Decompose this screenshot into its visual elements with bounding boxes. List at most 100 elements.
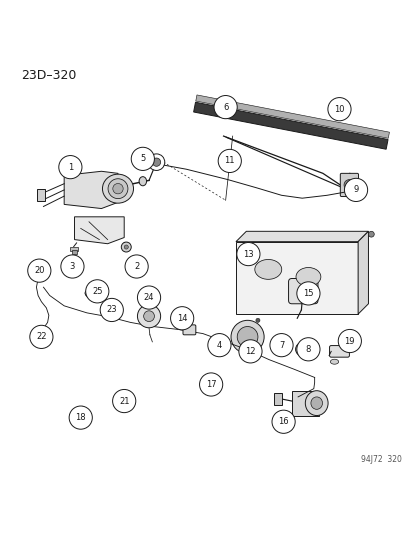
Ellipse shape <box>102 174 133 203</box>
Bar <box>70 247 78 251</box>
Text: 18: 18 <box>75 413 86 422</box>
Text: 15: 15 <box>302 289 313 298</box>
Text: 16: 16 <box>278 417 288 426</box>
Ellipse shape <box>271 339 283 351</box>
Circle shape <box>112 390 135 413</box>
Bar <box>235 241 357 314</box>
Circle shape <box>218 149 241 173</box>
Ellipse shape <box>295 268 320 286</box>
Polygon shape <box>74 217 124 244</box>
Polygon shape <box>193 102 387 149</box>
Polygon shape <box>32 329 47 345</box>
FancyBboxPatch shape <box>76 412 86 422</box>
Circle shape <box>236 243 259 265</box>
Text: 7: 7 <box>278 341 283 350</box>
Text: 2: 2 <box>134 262 139 271</box>
Circle shape <box>124 245 128 249</box>
Circle shape <box>237 327 257 347</box>
Text: 94J72  320: 94J72 320 <box>360 455 401 464</box>
Polygon shape <box>235 231 368 241</box>
Circle shape <box>122 399 130 406</box>
Polygon shape <box>357 231 368 314</box>
Ellipse shape <box>112 183 123 194</box>
FancyBboxPatch shape <box>183 325 195 335</box>
Text: 6: 6 <box>223 103 228 111</box>
Circle shape <box>69 406 92 429</box>
Circle shape <box>296 282 319 305</box>
Text: 9: 9 <box>353 185 358 195</box>
FancyBboxPatch shape <box>329 345 349 357</box>
Text: 12: 12 <box>244 347 255 356</box>
Circle shape <box>148 154 164 171</box>
Circle shape <box>327 98 350 121</box>
Text: 11: 11 <box>224 156 235 165</box>
Circle shape <box>143 311 154 321</box>
Circle shape <box>343 180 354 190</box>
Ellipse shape <box>254 260 281 279</box>
Text: 14: 14 <box>176 314 187 323</box>
Circle shape <box>36 332 44 340</box>
Circle shape <box>296 338 319 361</box>
Circle shape <box>230 320 263 353</box>
Bar <box>291 391 318 416</box>
Circle shape <box>137 286 160 309</box>
Text: 20: 20 <box>34 266 45 275</box>
Ellipse shape <box>295 343 308 356</box>
Circle shape <box>61 255 84 278</box>
Circle shape <box>269 334 292 357</box>
Ellipse shape <box>330 359 338 364</box>
Circle shape <box>89 292 94 297</box>
Bar <box>71 251 76 254</box>
Circle shape <box>30 325 53 349</box>
Circle shape <box>137 304 160 328</box>
Circle shape <box>125 255 148 278</box>
Text: 21: 21 <box>119 397 129 406</box>
Text: 24: 24 <box>143 293 154 302</box>
Ellipse shape <box>85 290 101 300</box>
Text: 4: 4 <box>216 341 221 350</box>
Circle shape <box>337 329 361 353</box>
Circle shape <box>199 373 222 396</box>
Ellipse shape <box>310 397 322 409</box>
Ellipse shape <box>139 176 146 186</box>
Circle shape <box>207 334 230 357</box>
Text: 10: 10 <box>333 104 344 114</box>
Text: 1: 1 <box>68 163 73 172</box>
Circle shape <box>214 95 237 119</box>
Ellipse shape <box>103 308 116 316</box>
Bar <box>37 189 45 201</box>
Circle shape <box>131 147 154 171</box>
Text: 13: 13 <box>242 249 253 259</box>
Circle shape <box>121 242 131 252</box>
Text: 19: 19 <box>344 336 354 345</box>
Circle shape <box>152 158 160 166</box>
Circle shape <box>344 179 367 201</box>
Ellipse shape <box>273 342 280 348</box>
Circle shape <box>271 410 294 433</box>
Circle shape <box>28 259 51 282</box>
FancyBboxPatch shape <box>339 173 358 197</box>
Circle shape <box>85 280 109 303</box>
Circle shape <box>100 298 123 321</box>
Circle shape <box>238 340 261 363</box>
Text: 8: 8 <box>305 345 310 354</box>
FancyBboxPatch shape <box>114 397 129 407</box>
Ellipse shape <box>305 391 328 416</box>
Text: 5: 5 <box>140 155 145 163</box>
Text: 22: 22 <box>36 333 47 341</box>
Ellipse shape <box>298 345 305 353</box>
Circle shape <box>368 231 373 237</box>
Text: 23: 23 <box>106 305 117 314</box>
Circle shape <box>59 156 82 179</box>
Text: 3: 3 <box>70 262 75 271</box>
Polygon shape <box>64 171 118 208</box>
Text: 25: 25 <box>92 287 102 296</box>
Circle shape <box>170 306 193 330</box>
Circle shape <box>255 318 259 322</box>
Text: 17: 17 <box>205 380 216 389</box>
Text: 23D–320: 23D–320 <box>21 69 76 82</box>
Ellipse shape <box>108 179 128 199</box>
FancyBboxPatch shape <box>288 279 317 304</box>
Bar <box>273 393 282 405</box>
Polygon shape <box>195 95 389 138</box>
